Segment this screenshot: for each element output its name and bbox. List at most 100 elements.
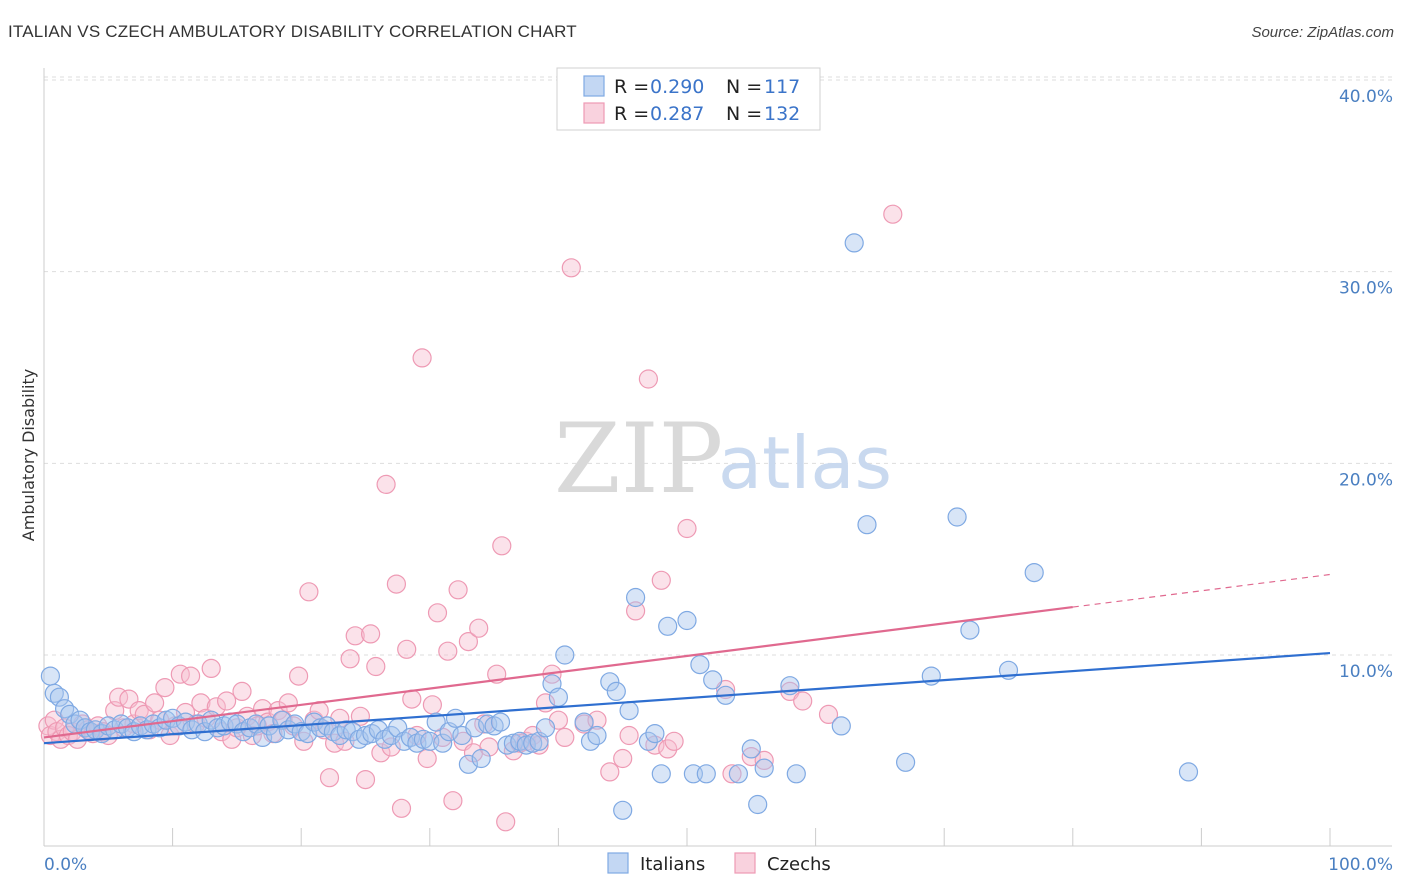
czechs-point [355, 769, 376, 790]
italians-point [677, 610, 697, 631]
italians-point [651, 764, 671, 784]
czechs-point [664, 731, 684, 751]
y-tick-label: 40.0% [1339, 87, 1393, 107]
czechs-point [412, 348, 432, 368]
trend-lines [43, 573, 1331, 745]
italians-point [54, 699, 75, 719]
x-tick-label-min: 0.0% [44, 855, 87, 875]
legend-r-value: 0.287 [650, 103, 704, 125]
gridlines [44, 76, 1392, 656]
italians-point [574, 712, 594, 732]
data-points [38, 204, 1199, 832]
watermark-atlas: atlas [718, 421, 892, 505]
czechs-point [438, 641, 458, 661]
czechs-point [818, 704, 839, 725]
czechs-legend-swatch [583, 102, 605, 124]
y-tick-labels: 10.0% 20.0% 30.0% 40.0% [1339, 87, 1393, 682]
italians-point [606, 681, 626, 702]
legend-n-value: 117 [764, 76, 800, 98]
czechs-point [319, 768, 340, 788]
czechs-point [201, 658, 221, 679]
czechs-point [754, 750, 774, 771]
czechs-point [386, 574, 406, 594]
italians-point [600, 672, 620, 692]
czechs-point [883, 204, 903, 224]
italians-point [625, 587, 646, 608]
czechs-point [155, 677, 175, 698]
italians-point [690, 654, 710, 675]
italians-point [895, 752, 916, 772]
legend-n-value: 132 [764, 103, 800, 125]
czechs-point [677, 518, 697, 539]
italians-point [638, 731, 659, 751]
italians-point [433, 733, 453, 753]
czechs-point [458, 631, 478, 652]
czechs-point [651, 570, 671, 590]
italians-point [619, 700, 639, 721]
italians-point [947, 507, 967, 527]
czechs-point [427, 603, 448, 623]
legend-r-label: R = [614, 103, 649, 125]
italians-point [786, 764, 806, 784]
czechs-point [492, 536, 512, 556]
czechs-point [366, 656, 386, 677]
czechs-point [402, 689, 422, 709]
czechs-point [793, 691, 813, 711]
italians-point [960, 620, 980, 640]
italians-point [49, 687, 70, 707]
czechs-point [376, 474, 396, 494]
czechs-point [289, 666, 309, 686]
italians-point [645, 723, 665, 744]
italians-point [555, 645, 575, 665]
czechs-point [361, 624, 381, 644]
italians-legend-swatch [583, 75, 605, 97]
legend-n-label: N = [726, 76, 762, 98]
czechs-point [496, 812, 516, 832]
legend: R = 0.290 N = 117 R = 0.287 N = 132 [556, 67, 821, 131]
czechs-point [555, 727, 575, 748]
bottom-legend: Italians Czechs [607, 852, 831, 875]
italians-point [1024, 562, 1044, 583]
czechs-point [191, 693, 211, 713]
italians-point [471, 748, 491, 769]
czechs-trend-line [43, 605, 1073, 739]
czechs-point [658, 739, 678, 759]
italians-bottom-swatch [607, 852, 629, 874]
czechs-point [561, 258, 581, 278]
italians-bottom-label: Italians [640, 854, 705, 875]
italians-point [696, 764, 716, 784]
x-tick-labels: 0.0% 100.0% [44, 855, 1393, 875]
italians-point [587, 725, 607, 746]
czechs-point [469, 618, 489, 638]
watermark: ZIP atlas [554, 403, 892, 515]
czechs-point [145, 693, 165, 713]
italians-point [60, 704, 80, 725]
legend-r-value: 0.290 [650, 76, 704, 98]
czechs-point [613, 748, 633, 769]
x-tick-label-max: 100.0% [1328, 855, 1393, 875]
italians-point [1178, 762, 1199, 782]
italians-trend-line [43, 651, 1331, 745]
czechs-point [278, 693, 298, 713]
czechs-trend-extension [1072, 573, 1331, 608]
italians-point [831, 716, 851, 736]
italians-point [40, 666, 61, 686]
czechs-point [417, 748, 437, 769]
italians-point [426, 712, 446, 732]
legend-r-label: R = [614, 76, 649, 98]
italians-point [703, 670, 723, 690]
legend-n-label: N = [726, 103, 762, 125]
y-tick-label: 10.0% [1339, 662, 1393, 682]
czechs-point [181, 666, 201, 686]
italians-point [844, 233, 864, 253]
italians-point [741, 739, 761, 759]
chart-title: ITALIAN VS CZECH AMBULATORY DISABILITY C… [8, 22, 577, 41]
czechs-point [299, 582, 319, 602]
czechs-point [422, 695, 442, 715]
czechs-point [345, 626, 365, 646]
czechs-point [638, 369, 659, 389]
italians-point [748, 794, 768, 815]
source-label: Source: ZipAtlas.com [1251, 24, 1394, 41]
czechs-point [129, 700, 149, 721]
